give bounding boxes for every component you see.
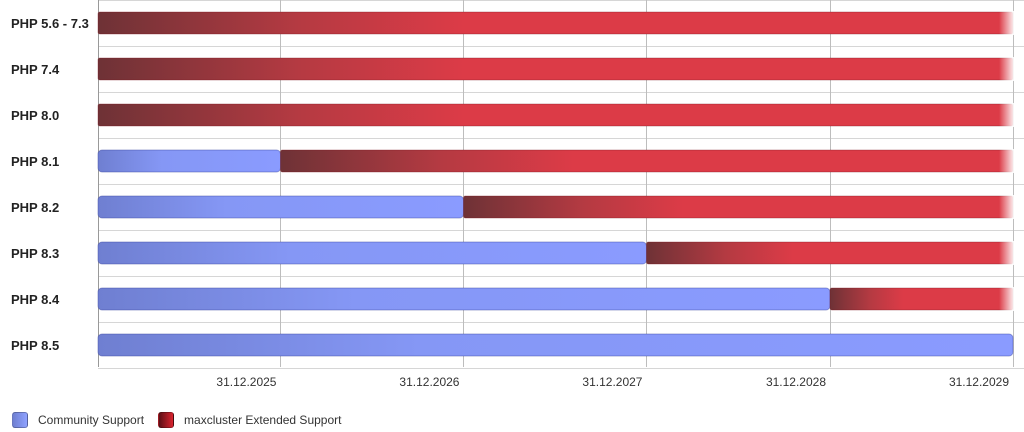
category-label: PHP 8.0 — [11, 108, 59, 123]
category-label: PHP 5.6 - 7.3 — [11, 16, 89, 31]
bar-fade-overlay — [999, 287, 1015, 311]
legend-label-extended: maxcluster Extended Support — [184, 413, 342, 427]
category-label: PHP 8.1 — [11, 154, 59, 169]
bar-fade-overlay — [999, 57, 1015, 81]
bar-fade-overlay — [999, 149, 1015, 173]
community-support-bar[interactable] — [97, 149, 281, 173]
extended-support-bar[interactable] — [462, 195, 1014, 219]
bar-fade-overlay — [999, 11, 1015, 35]
x-tick-label: 31.12.2027 — [582, 375, 642, 389]
bar-fade-overlay — [999, 195, 1015, 219]
legend-label-community: Community Support — [38, 413, 145, 427]
community-support-bar[interactable] — [97, 287, 831, 311]
bar-fade-overlay — [999, 103, 1015, 127]
category-label: PHP 8.2 — [11, 200, 59, 215]
bar-fade-overlay — [999, 241, 1015, 265]
x-tick-label: 31.12.2025 — [216, 375, 276, 389]
extended-swatch-icon — [158, 412, 175, 428]
extended-support-bar[interactable] — [645, 241, 1014, 265]
category-label: PHP 8.3 — [11, 246, 59, 261]
community-support-bar[interactable] — [97, 195, 464, 219]
x-tick-label: 31.12.2028 — [766, 375, 826, 389]
extended-support-bar[interactable] — [279, 149, 1014, 173]
legend: Community Support maxcluster Extended Su… — [12, 412, 355, 428]
category-labels: PHP 5.6 - 7.3 PHP 7.4 PHP 8.0 PHP 8.1 PHP 8.… — [11, 16, 89, 353]
extended-support-bar[interactable] — [97, 11, 1014, 35]
legend-item-extended[interactable]: maxcluster Extended Support — [158, 412, 341, 428]
x-tick-label: 31.12.2029 — [949, 375, 1009, 389]
x-tick-label: 31.12.2026 — [399, 375, 459, 389]
category-label: PHP 7.4 — [11, 62, 60, 77]
extended-support-bar[interactable] — [97, 57, 1014, 81]
category-label: PHP 8.5 — [11, 338, 59, 353]
php-support-chart: PHP 5.6 - 7.3 PHP 7.4 PHP 8.0 PHP 8.1 PHP 8.… — [11, 0, 1024, 389]
community-swatch-icon — [12, 412, 28, 428]
x-axis-ticks: 31.12.2025 31.12.2026 31.12.2027 31.12.2028… — [216, 375, 1009, 389]
category-label: PHP 8.4 — [11, 292, 60, 307]
extended-support-bar[interactable] — [829, 287, 1014, 311]
community-support-bar[interactable] — [97, 333, 1014, 357]
community-support-bar[interactable] — [97, 241, 647, 265]
grid — [98, 0, 1024, 369]
extended-support-bar[interactable] — [97, 103, 1014, 127]
bars — [97, 11, 1015, 357]
legend-item-community[interactable]: Community Support — [12, 412, 144, 428]
